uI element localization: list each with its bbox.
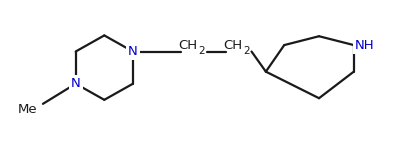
Text: NH: NH <box>355 39 375 52</box>
Text: CH: CH <box>224 39 243 52</box>
Text: Me: Me <box>18 103 38 116</box>
Text: N: N <box>128 45 138 58</box>
Text: CH: CH <box>179 39 198 52</box>
Text: 2: 2 <box>243 46 250 56</box>
Text: N: N <box>71 77 81 90</box>
Text: 2: 2 <box>198 46 205 56</box>
